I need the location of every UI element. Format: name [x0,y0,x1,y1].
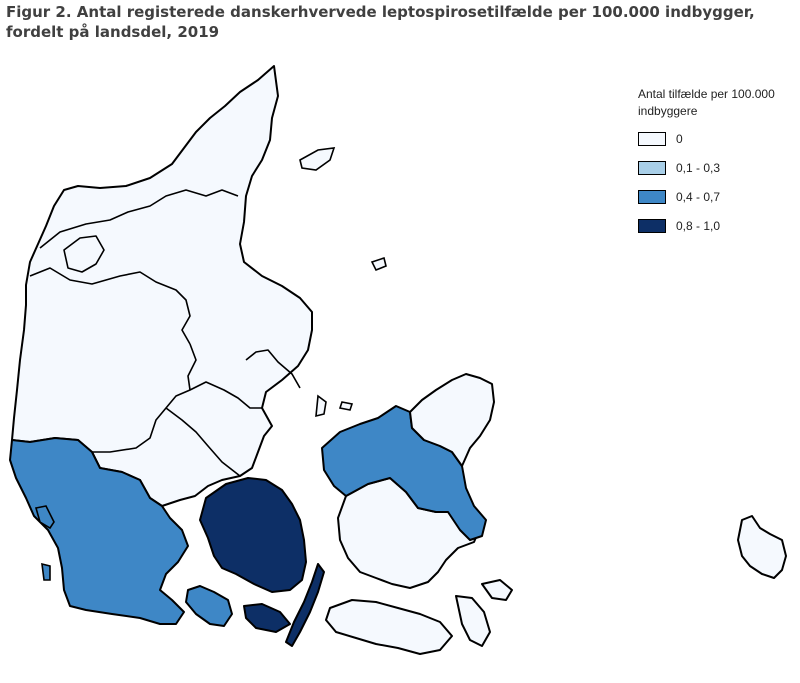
legend-swatch [638,189,666,204]
island-samsoe [315,394,327,418]
island-lolland [325,599,453,655]
figure-title: Figur 2. Antal registerede danskerhverve… [6,3,755,41]
island-anholt [370,256,387,272]
legend-swatch [638,160,666,175]
island-taasinge [243,603,291,633]
island-sejeroe [338,401,354,411]
island-laesoe [299,147,336,171]
region-nordsjaelland [409,373,495,467]
island-falster [455,595,491,647]
island-langeland [285,563,325,647]
boundary-djursland [245,349,301,389]
boundary-mors [63,235,105,273]
legend-label: 0,1 - 0,3 [676,160,721,175]
legend-title: Antal tilfælde per 100.000 indbyggere [638,87,775,118]
map-legend: Antal tilfælde per 100.000 indbyggere 0 … [638,86,788,240]
legend-label: 0 [676,131,683,146]
legend-label: 0,8 - 1,0 [676,218,721,233]
boundary-vejle [165,407,241,477]
region-oestsjaelland [321,405,487,541]
legend-item: 0,1 - 0,3 [638,153,788,182]
legend-swatch [638,131,666,146]
legend-swatch [638,218,666,233]
legend-item: 0 [638,124,788,153]
boundary-limfjord [39,189,239,249]
legend-item: 0,8 - 1,0 [638,211,788,240]
island-moen [481,579,513,601]
island-bornholm [737,515,787,579]
region-fyn [199,477,307,593]
legend-label: 0,4 - 0,7 [676,189,721,204]
island-fanoe [34,505,55,530]
island-roemoe [41,562,51,581]
legend-item: 0,4 - 0,7 [638,182,788,211]
boundary-aarhus [189,381,262,409]
boundary-thy [29,267,191,345]
island-als [185,585,233,627]
region-sydjylland [9,437,189,625]
